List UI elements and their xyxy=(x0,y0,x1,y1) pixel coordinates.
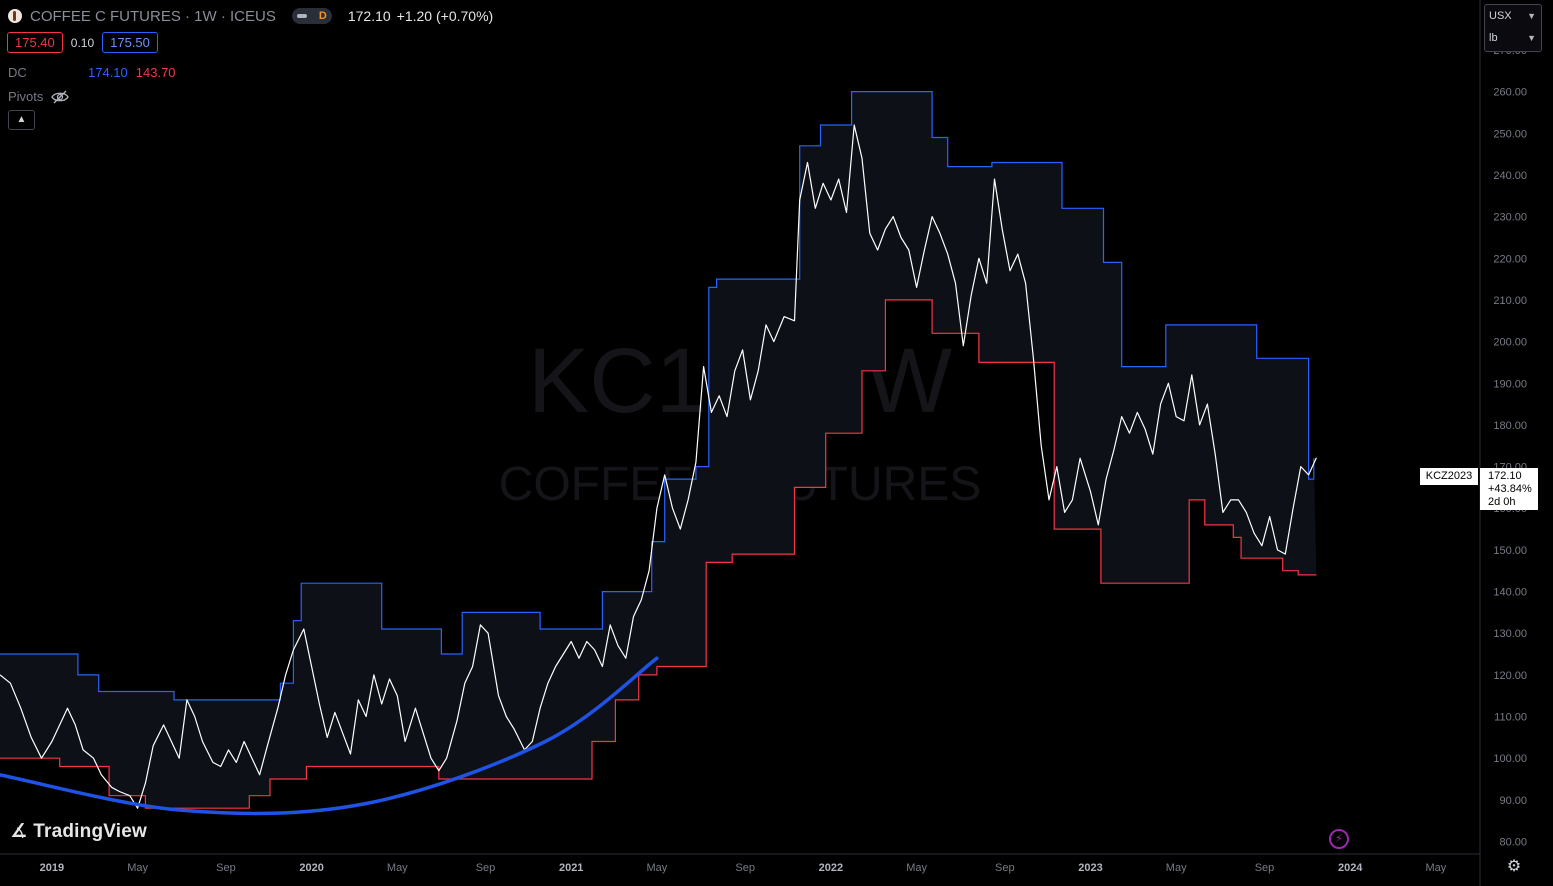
price-axis-label: 200.00 xyxy=(1493,337,1527,349)
currency-select[interactable]: USX ▼ xyxy=(1485,5,1541,27)
time-axis-label: 2023 xyxy=(1078,862,1102,874)
time-axis-label: May xyxy=(906,862,927,874)
currency-value: USX xyxy=(1489,10,1512,22)
time-axis-label: Sep xyxy=(216,862,236,874)
trade-buttons: 175.40 0.10 175.50 xyxy=(7,32,158,53)
price-axis-label: 80.00 xyxy=(1499,837,1527,849)
price-axis-label: 90.00 xyxy=(1499,795,1527,807)
time-axis-label: 2019 xyxy=(40,862,64,874)
time-axis-label: May xyxy=(1426,862,1447,874)
price-axis-label: 120.00 xyxy=(1493,670,1527,682)
price-line[interactable] xyxy=(0,124,1317,809)
chevron-down-icon: ▼ xyxy=(1527,11,1536,21)
unit-value: lb xyxy=(1489,32,1498,44)
time-axis-label: Sep xyxy=(735,862,755,874)
series-symbol-label: KCZ2023 xyxy=(1420,468,1478,485)
price-axis-label: 130.00 xyxy=(1493,628,1527,640)
drawing-bowl-curve[interactable] xyxy=(0,656,659,816)
price-axis-label: 240.00 xyxy=(1493,170,1527,182)
price-axis-label: 230.00 xyxy=(1493,212,1527,224)
price-axis-label: 190.00 xyxy=(1493,378,1527,390)
price-axis-label: 100.00 xyxy=(1493,753,1527,765)
interval-badge[interactable]: D xyxy=(291,8,332,24)
gear-icon[interactable]: ⚙ xyxy=(1506,858,1522,875)
time-axis[interactable]: 2019 May Sep 2020 May Sep 2021 May Sep 2022 May Sep… xyxy=(40,862,1447,874)
symbol-title[interactable]: COFFEE C FUTURES · 1W · ICEUS xyxy=(30,7,276,25)
time-axis-label: 2022 xyxy=(819,862,843,874)
price-axis-label: 150.00 xyxy=(1493,545,1527,557)
time-axis-label: Sep xyxy=(476,862,496,874)
last-price-label: 172.10 +43.84% 2d 0h xyxy=(1480,468,1538,510)
chevron-up-icon: ▲ xyxy=(16,114,27,125)
indicator-dc-name: DC xyxy=(8,65,27,80)
indicator-pivots-name: Pivots xyxy=(8,89,44,104)
scale-controls[interactable]: USX ▼ lb ▼ xyxy=(1484,4,1542,52)
last-price-label-change: +43.84% xyxy=(1488,483,1532,495)
indicator-dc-upper: 174.10 xyxy=(88,65,128,80)
price-axis[interactable]: 80.00 90.00 100.00 110.00 120.00 130.00 140.00… xyxy=(1493,45,1527,849)
price-axis-label: 210.00 xyxy=(1493,295,1527,307)
time-axis-label: May xyxy=(1166,862,1187,874)
time-axis-label: May xyxy=(127,862,148,874)
unit-select[interactable]: lb ▼ xyxy=(1485,27,1541,49)
dc-upper-line xyxy=(0,91,1315,701)
time-axis-label: May xyxy=(387,862,408,874)
price-axis-label: 180.00 xyxy=(1493,420,1527,432)
indicator-dc[interactable]: DC 174.10 143.70 xyxy=(8,65,176,80)
indicator-pivots[interactable]: Pivots xyxy=(8,89,70,104)
time-axis-label: Sep xyxy=(995,862,1015,874)
time-axis-label: 2021 xyxy=(559,862,583,874)
last-price-label-countdown: 2d 0h xyxy=(1488,496,1516,508)
time-axis-label: May xyxy=(647,862,668,874)
eye-hidden-icon[interactable] xyxy=(51,90,70,104)
chevron-down-icon: ▼ xyxy=(1527,33,1536,43)
time-axis-label: 2020 xyxy=(299,862,323,874)
price-axis-label: 260.00 xyxy=(1493,87,1527,99)
tradingview-logo-text: TradingView xyxy=(33,820,148,842)
plot-area[interactable] xyxy=(0,91,1317,816)
lightning-icon[interactable]: ⚡ xyxy=(1329,829,1349,849)
last-price-label-price: 172.10 xyxy=(1488,470,1522,482)
indicator-dc-lower: 143.70 xyxy=(135,65,176,80)
tradingview-logo[interactable]: ∡ TradingView xyxy=(10,820,147,843)
donchian-channel-fill xyxy=(0,91,1317,809)
minus-icon xyxy=(296,14,307,18)
price-axis-label: 220.00 xyxy=(1493,253,1527,265)
price-axis-label: 140.00 xyxy=(1493,587,1527,599)
last-price: 172.10 xyxy=(347,8,391,24)
time-axis-label: 2024 xyxy=(1338,862,1363,874)
buy-button[interactable]: 175.50 xyxy=(102,32,158,53)
collapse-legend-button[interactable]: ▲ xyxy=(8,110,35,130)
price-axis-label: 250.00 xyxy=(1493,128,1527,140)
dc-lower-line xyxy=(0,299,1317,809)
interval-badge-label: D xyxy=(318,10,327,22)
spread-value: 0.10 xyxy=(70,35,95,50)
price-axis-label: 110.00 xyxy=(1494,712,1527,724)
price-change: +1.20 (+0.70%) xyxy=(396,8,494,24)
coffee-symbol-icon xyxy=(8,9,22,23)
time-axis-label: Sep xyxy=(1255,862,1275,874)
sell-button[interactable]: 175.40 xyxy=(7,32,63,53)
tradingview-logo-icon: ∡ xyxy=(10,821,28,842)
symbol-header[interactable]: COFFEE C FUTURES · 1W · ICEUS D 172.10 +… xyxy=(8,7,493,25)
